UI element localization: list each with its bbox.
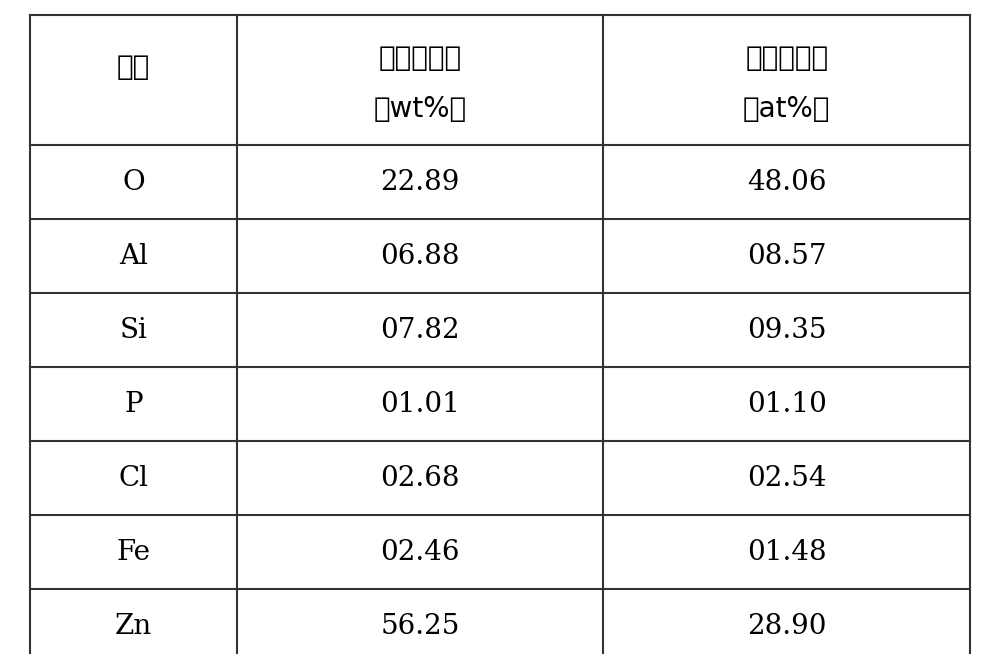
Text: 重量百分比: 重量百分比	[379, 44, 462, 72]
Text: 09.35: 09.35	[747, 317, 826, 343]
Text: 01.48: 01.48	[747, 538, 827, 566]
Text: P: P	[124, 390, 143, 417]
Text: 01.01: 01.01	[380, 390, 460, 417]
Text: 56.25: 56.25	[380, 613, 460, 640]
Text: 22.89: 22.89	[380, 169, 460, 196]
Text: Cl: Cl	[118, 464, 148, 492]
Text: 原子百分比: 原子百分比	[745, 44, 828, 72]
Text: Fe: Fe	[116, 538, 150, 566]
Text: 07.82: 07.82	[380, 317, 460, 343]
Text: 02.54: 02.54	[747, 464, 826, 492]
Text: Si: Si	[119, 317, 147, 343]
Text: （wt%）: （wt%）	[374, 95, 467, 122]
Text: 28.90: 28.90	[747, 613, 826, 640]
Text: 06.88: 06.88	[380, 243, 460, 269]
Text: （at%）: （at%）	[743, 95, 830, 122]
Text: O: O	[122, 169, 145, 196]
Text: 02.68: 02.68	[380, 464, 460, 492]
Text: Zn: Zn	[115, 613, 152, 640]
Text: 元素: 元素	[117, 53, 150, 81]
Text: Al: Al	[119, 243, 148, 269]
Text: 48.06: 48.06	[747, 169, 826, 196]
Text: 08.57: 08.57	[747, 243, 827, 269]
Text: 01.10: 01.10	[747, 390, 827, 417]
Text: 02.46: 02.46	[380, 538, 460, 566]
